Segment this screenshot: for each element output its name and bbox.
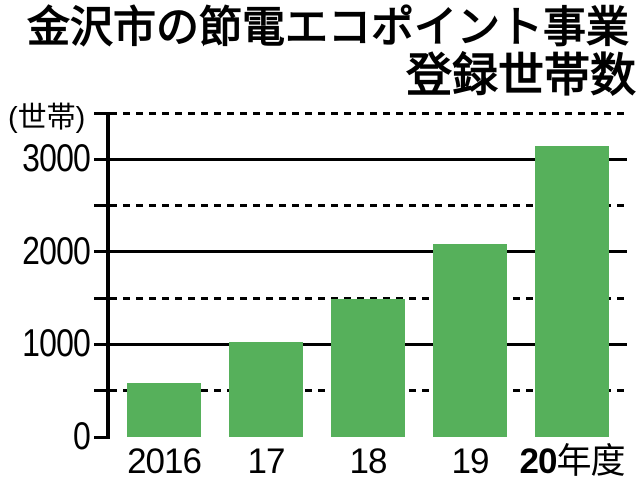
- x-axis-label-20: 20年度: [519, 442, 626, 481]
- y-axis-line: [106, 112, 110, 439]
- x-axis-label-2016: 2016: [127, 442, 202, 481]
- bar-2016: [127, 383, 201, 437]
- bar-20: [535, 146, 609, 437]
- bar-18: [331, 299, 405, 437]
- y-axis-tick-3000: [94, 157, 107, 161]
- y-axis-tick-1000: [94, 342, 107, 346]
- y-axis-unit-label: (世帯): [8, 102, 86, 134]
- y-axis-label-1000: 1000: [22, 322, 91, 366]
- y-axis-tick-500: [94, 389, 107, 393]
- x-axis-label-17: 17: [247, 442, 286, 481]
- chart-title-line1: 金沢市の節電エコポイント事業: [27, 4, 629, 52]
- bar-19: [433, 244, 507, 437]
- x-label-year-17: 17: [247, 442, 286, 481]
- y-axis-tick-2000: [94, 250, 107, 254]
- x-label-year-20: 20: [519, 442, 558, 481]
- gridline-dashed-3500: [110, 111, 627, 115]
- x-label-year-2016: 2016: [127, 442, 202, 481]
- bar-17: [229, 341, 303, 437]
- gridline-dashed-1500: [110, 296, 627, 300]
- gridline-solid-2000: [110, 250, 627, 254]
- y-axis-tick-2500: [94, 204, 107, 208]
- gridline-dashed-2500: [110, 204, 627, 208]
- x-axis-label-18: 18: [349, 442, 388, 481]
- y-axis-label-2000: 2000: [22, 229, 91, 273]
- y-axis-tick-1500: [94, 296, 107, 300]
- x-axis-label-19: 19: [451, 442, 490, 481]
- y-axis-tick-0: [94, 435, 107, 439]
- y-axis-label-0: 0: [73, 415, 91, 458]
- x-label-year-18: 18: [349, 442, 388, 481]
- x-label-suffix: 年度: [556, 442, 625, 481]
- y-axis-tick-3500: [94, 111, 107, 115]
- x-label-year-19: 19: [451, 442, 490, 481]
- chart-title-line2: 登録世帯数: [406, 49, 636, 101]
- gridline-solid-3000: [110, 157, 627, 161]
- y-axis-label-3000: 3000: [22, 137, 91, 181]
